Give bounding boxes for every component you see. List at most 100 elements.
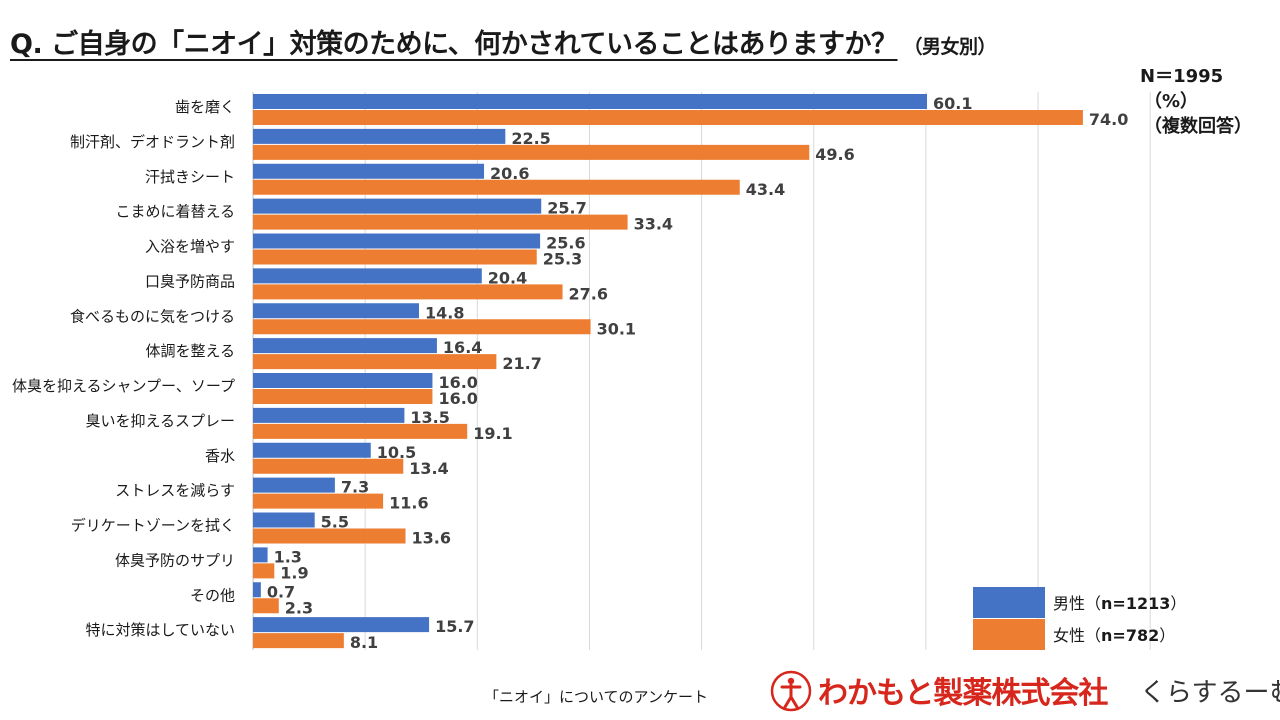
data-label-female: 13.6 [412, 529, 451, 548]
category-label: その他 [190, 586, 235, 604]
data-label-female: 74.0 [1089, 110, 1128, 129]
bar-male [253, 94, 928, 109]
data-label-female: 11.6 [389, 494, 428, 513]
category-label: 汗拭きシート [145, 168, 235, 186]
bar-male [253, 163, 485, 179]
data-label-male: 15.7 [435, 617, 474, 636]
bar-female [253, 110, 1083, 125]
category-label: 特に対策はしていない [85, 621, 235, 639]
legend-item-male: 男性（n=1213） [973, 586, 1186, 618]
category-label: 体臭を抑えるシャンプー、ソープ [12, 377, 235, 395]
company-logo-icon [770, 670, 812, 712]
data-label-male: 60.1 [933, 94, 972, 113]
bar-male [253, 442, 371, 458]
data-label-female: 19.1 [473, 424, 512, 443]
data-label-female: 43.4 [746, 180, 785, 199]
data-label-male: 14.8 [425, 303, 464, 322]
data-label-male: 16.4 [443, 338, 482, 357]
bar-female [253, 563, 275, 579]
legend-item-female: 女性（n=782） [973, 618, 1186, 650]
data-label-female: 30.1 [597, 319, 636, 338]
legend-male-close: ） [1170, 594, 1187, 613]
bar-female [253, 319, 591, 335]
category-label: 口臭予防商品 [145, 272, 235, 290]
bar-female [253, 354, 497, 370]
category-label: デリケートゾーンを拭く [71, 517, 235, 535]
data-label-female: 2.3 [285, 598, 313, 617]
legend-male-n: n=1213 [1101, 594, 1171, 613]
bar-male [253, 268, 482, 284]
bar-male [253, 128, 506, 144]
category-label: 香水 [205, 447, 235, 465]
survey-caption: 「ニオイ」についてのアンケート [484, 688, 708, 706]
data-label-male: 20.6 [490, 164, 529, 183]
data-label-male: 1.3 [274, 547, 302, 566]
legend-label-female: 女性（n=782） [1053, 622, 1175, 646]
category-label: 体調を整える [145, 342, 235, 360]
chart-title-sub: （男女別） [903, 36, 997, 58]
bar-male [253, 477, 335, 493]
data-label-female: 21.7 [502, 354, 541, 373]
data-label-female: 49.6 [815, 145, 854, 164]
bar-male [253, 338, 437, 354]
brand-name: くらするーむ [1140, 678, 1280, 708]
data-label-female: 33.4 [634, 215, 673, 234]
bar-male [253, 547, 268, 563]
legend-female-n: n=782 [1101, 626, 1160, 645]
bar-female [253, 458, 404, 474]
data-label-male: 10.5 [377, 443, 416, 462]
legend-swatch-female [973, 618, 1045, 650]
bar-female [253, 144, 810, 160]
data-label-male: 22.5 [511, 129, 550, 148]
bar-male [253, 617, 430, 633]
data-label-male: 25.7 [547, 199, 586, 218]
chart-title-main: Q. ご自身の「ニオイ」対策のために、何かされていることはありますか？ [10, 29, 898, 60]
bar-male [253, 512, 315, 528]
data-label-female: 13.4 [409, 459, 448, 478]
bar-male [253, 198, 542, 214]
data-label-male: 13.5 [410, 408, 449, 427]
data-label-male: 7.3 [341, 478, 369, 497]
legend-female-close: ） [1159, 626, 1176, 645]
data-label-female: 1.9 [280, 563, 308, 582]
bar-female [253, 633, 344, 649]
bar-female [253, 179, 740, 195]
company-name: わかもと製薬株式会社 [818, 676, 1108, 711]
data-label-male: 0.7 [267, 582, 295, 601]
data-label-male: 20.4 [488, 268, 527, 287]
data-label-female: 8.1 [350, 633, 378, 652]
data-label-female: 25.3 [543, 250, 582, 269]
legend-label-male: 男性（n=1213） [1053, 590, 1186, 614]
legend-female-prefix: 女性（ [1053, 626, 1102, 645]
bar-female [253, 249, 537, 265]
bar-female [253, 214, 628, 230]
bar-female [253, 493, 384, 509]
bar-female [253, 528, 406, 544]
data-label-male: 25.6 [546, 234, 585, 253]
category-label: こまめに着替える [115, 203, 235, 221]
bar-male [253, 407, 405, 423]
bar-male [253, 233, 541, 249]
category-label: 制汗剤、デオドラント剤 [70, 133, 235, 151]
category-label: 歯を磨く [175, 98, 235, 116]
unit-note: （%） [1144, 91, 1199, 112]
bar-female [253, 389, 433, 404]
legend-male-prefix: 男性（ [1053, 594, 1102, 613]
legend-swatch-male [973, 586, 1045, 618]
bar-female [253, 423, 468, 439]
data-label-male: 16.0 [438, 373, 477, 392]
bar-male [253, 303, 419, 319]
data-label-male: 5.5 [321, 513, 349, 532]
category-label: 食べるものに気をつける [70, 307, 235, 325]
data-label-female: 27.6 [569, 284, 608, 303]
bar-male [253, 582, 261, 598]
sample-size: N＝1995 [1140, 66, 1224, 87]
bar-male [253, 373, 433, 388]
data-label-female: 16.0 [438, 389, 477, 408]
category-label: 臭いを抑えるスプレー [85, 412, 235, 430]
multiple-answer-note: （複数回答） [1144, 116, 1252, 137]
category-label: ストレスを減らす [115, 482, 235, 500]
category-label: 体臭予防のサプリ [115, 551, 235, 569]
category-label: 入浴を増やす [145, 238, 235, 256]
